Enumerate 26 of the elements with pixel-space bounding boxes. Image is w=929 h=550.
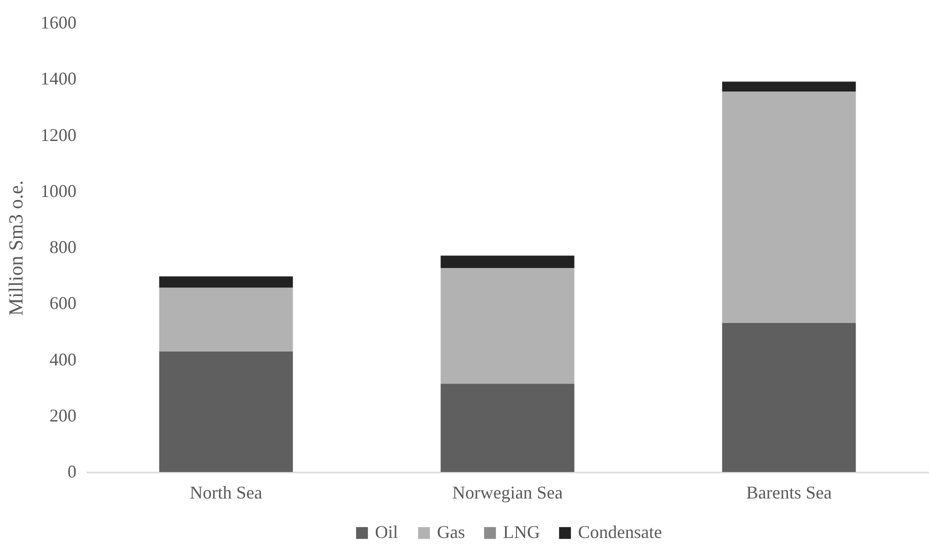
y-tick-label: 1400 [40, 68, 76, 89]
y-axis-title: Million Sm3 o.e. [6, 180, 28, 316]
y-tick-label: 200 [50, 405, 76, 426]
legend-label: Oil [375, 522, 398, 542]
bar [722, 91, 856, 323]
bar [159, 276, 293, 288]
x-tick-label: Norwegian Sea [452, 482, 563, 502]
bar [440, 268, 574, 384]
legend-label: Condensate [578, 522, 662, 542]
y-tick-label: 400 [50, 349, 76, 370]
bar [159, 351, 293, 472]
bar [159, 288, 293, 352]
y-tick-label: 0 [68, 462, 76, 482]
bar [722, 322, 856, 472]
legend-label: LNG [503, 522, 540, 542]
bar [440, 256, 574, 268]
bar [722, 82, 856, 92]
y-tick-label: 600 [50, 293, 76, 314]
legend-label: Gas [437, 522, 465, 542]
y-tick-label: 1200 [40, 124, 76, 145]
x-tick-label: North Sea [190, 482, 262, 502]
y-tick-label: 800 [50, 237, 76, 257]
y-tick-label: 1000 [40, 180, 76, 201]
bar [440, 384, 574, 472]
y-tick-label: 1600 [40, 12, 76, 32]
x-tick-label: Barents Sea [746, 482, 832, 502]
